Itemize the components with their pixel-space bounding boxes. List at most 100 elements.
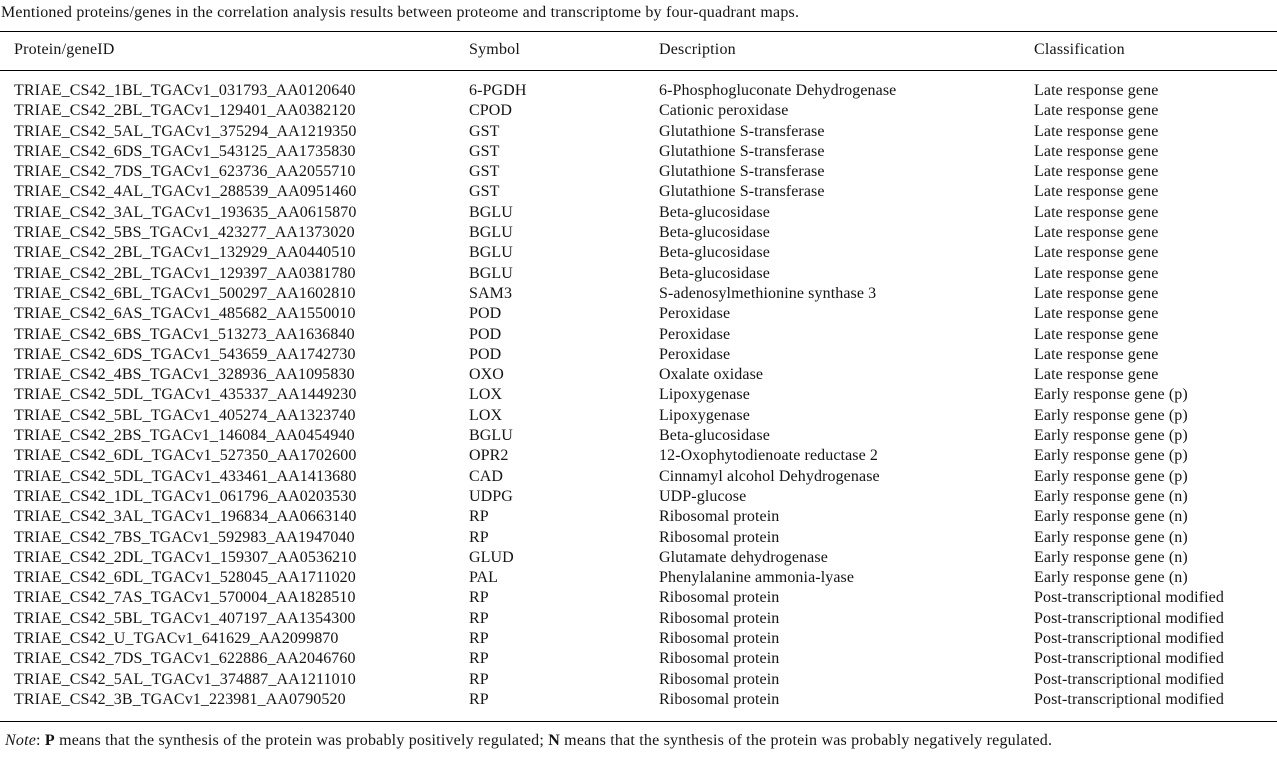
cell-classification: Late response gene xyxy=(1034,325,1159,343)
cell-description: Ribosomal protein xyxy=(659,589,780,607)
cell-id: TRIAE_CS42_4BS_TGACv1_328936_AA1095830 xyxy=(14,366,355,384)
cell-symbol: GST xyxy=(469,183,500,201)
table-note: Note: P means that the synthesis of the … xyxy=(0,731,1277,751)
cell-classification: Late response gene xyxy=(1034,366,1159,384)
cell-classification: Early response gene (n) xyxy=(1034,569,1188,587)
cell-classification: Late response gene xyxy=(1034,142,1159,160)
cell-description: Glutathione S-transferase xyxy=(659,122,825,140)
table-row: TRIAE_CS42_2BS_TGACv1_146084_AA0454940 BG… xyxy=(0,426,1277,446)
cell-description: Glutathione S-transferase xyxy=(659,142,825,160)
cell-classification: Late response gene xyxy=(1034,244,1159,262)
table-row: TRIAE_CS42_4BS_TGACv1_328936_AA1095830 OX… xyxy=(0,365,1277,385)
table-row: TRIAE_CS42_6DS_TGACv1_543125_AA1735830 GS… xyxy=(0,142,1277,162)
cell-symbol: LOX xyxy=(469,406,503,424)
table-row: TRIAE_CS42_7DS_TGACv1_623736_AA2055710 GS… xyxy=(0,162,1277,182)
cell-id: TRIAE_CS42_5DL_TGACv1_435337_AA1449230 xyxy=(14,386,357,404)
table-row: TRIAE_CS42_6DL_TGACv1_527350_AA1702600 OP… xyxy=(0,446,1277,466)
cell-description: Ribosomal protein xyxy=(659,609,780,627)
note-n-marker: N xyxy=(548,732,560,750)
cell-classification: Early response gene (n) xyxy=(1034,487,1188,505)
table-row: TRIAE_CS42_7DS_TGACv1_622886_AA2046760 RP… xyxy=(0,649,1277,669)
cell-classification: Early response gene (n) xyxy=(1034,508,1188,526)
table-row: TRIAE_CS42_5BL_TGACv1_407197_AA1354300 RP… xyxy=(0,609,1277,629)
table-row: TRIAE_CS42_7AS_TGACv1_570004_AA1828510 RP… xyxy=(0,588,1277,608)
cell-symbol: RP xyxy=(469,528,489,546)
note-colon: : xyxy=(36,732,45,750)
cell-symbol: RP xyxy=(469,670,489,688)
cell-description: Glutathione S-transferase xyxy=(659,183,825,201)
cell-classification: Early response gene (p) xyxy=(1034,406,1188,424)
column-header-protein-geneid: Protein/geneID xyxy=(0,31,469,71)
cell-id: TRIAE_CS42_3AL_TGACv1_196834_AA0663140 xyxy=(14,508,357,526)
note-p-marker: P xyxy=(44,732,55,750)
cell-id: TRIAE_CS42_5AL_TGACv1_374887_AA1211010 xyxy=(14,670,356,688)
cell-description: Ribosomal protein xyxy=(659,690,780,708)
table-row: TRIAE_CS42_2BL_TGACv1_129397_AA0381780 BG… xyxy=(0,264,1277,284)
note-n-text: means that the synthesis of the protein … xyxy=(559,732,1053,750)
cell-classification: Late response gene xyxy=(1034,203,1159,221)
cell-symbol: BGLU xyxy=(469,244,513,262)
column-header-classification: Classification xyxy=(1034,31,1277,71)
cell-id: TRIAE_CS42_6BL_TGACv1_500297_AA1602810 xyxy=(14,284,356,302)
cell-symbol: GLUD xyxy=(469,548,514,566)
cell-classification: Early response gene (n) xyxy=(1034,528,1188,546)
cell-classification: Post-transcriptional modified xyxy=(1034,589,1224,607)
cell-description: Ribosomal protein xyxy=(659,630,780,648)
cell-classification: Early response gene (p) xyxy=(1034,427,1188,445)
cell-classification: Late response gene xyxy=(1034,183,1159,201)
cell-symbol: PAL xyxy=(469,569,499,587)
table-row: TRIAE_CS42_6DL_TGACv1_528045_AA1711020 PA… xyxy=(0,568,1277,588)
table-caption: Mentioned proteins/genes in the correlat… xyxy=(1,4,800,21)
table-row: TRIAE_CS42_4AL_TGACv1_288539_AA0951460 GS… xyxy=(0,182,1277,202)
cell-symbol: UDPG xyxy=(469,487,513,505)
table-row: TRIAE_CS42_6BS_TGACv1_513273_AA1636840 PO… xyxy=(0,325,1277,345)
cell-classification: Late response gene xyxy=(1034,284,1159,302)
table-header: Protein/geneID Symbol Description Classi… xyxy=(0,31,1277,71)
table-row: TRIAE_CS42_5DL_TGACv1_433461_AA1413680 CA… xyxy=(0,467,1277,487)
cell-id: TRIAE_CS42_5BS_TGACv1_423277_AA1373020 xyxy=(14,224,355,242)
table-row: TRIAE_CS42_1BL_TGACv1_031793_AA0120640 6-… xyxy=(0,71,1277,102)
cell-classification: Early response gene (n) xyxy=(1034,548,1188,566)
cell-id: TRIAE_CS42_1DL_TGACv1_061796_AA0203530 xyxy=(14,487,357,505)
cell-id: TRIAE_CS42_5BL_TGACv1_405274_AA1323740 xyxy=(14,406,356,424)
cell-symbol: GST xyxy=(469,142,500,160)
cell-description: Ribosomal protein xyxy=(659,528,780,546)
column-header-description: Description xyxy=(659,31,1034,71)
cell-description: Beta-glucosidase xyxy=(659,264,770,282)
cell-id: TRIAE_CS42_2BL_TGACv1_132929_AA0440510 xyxy=(14,244,356,262)
cell-id: TRIAE_CS42_6DL_TGACv1_528045_AA1711020 xyxy=(14,569,356,587)
cell-symbol: CAD xyxy=(469,467,504,485)
cell-description: Glutathione S-transferase xyxy=(659,163,825,181)
cell-description: Oxalate oxidase xyxy=(659,366,764,384)
cell-classification: Late response gene xyxy=(1034,102,1159,120)
cell-symbol: POD xyxy=(469,305,502,323)
cell-description: 6-Phosphogluconate Dehydrogenase xyxy=(659,82,897,99)
cell-classification: Late response gene xyxy=(1034,122,1159,140)
cell-description: S-adenosylmethionine synthase 3 xyxy=(659,284,877,302)
cell-classification: Late response gene xyxy=(1034,305,1159,323)
table-row: TRIAE_CS42_5BL_TGACv1_405274_AA1323740 LO… xyxy=(0,406,1277,426)
cell-id: TRIAE_CS42_3AL_TGACv1_193635_AA0615870 xyxy=(14,203,357,221)
note-p-text: means that the synthesis of the protein … xyxy=(54,732,549,750)
cell-id: TRIAE_CS42_7AS_TGACv1_570004_AA1828510 xyxy=(14,589,356,607)
column-header-symbol: Symbol xyxy=(469,31,659,71)
cell-classification: Early response gene (p) xyxy=(1034,386,1188,404)
note-label: Note xyxy=(5,732,37,750)
cell-description: Beta-glucosidase xyxy=(659,244,770,262)
table-row: TRIAE_CS42_2BL_TGACv1_129401_AA0382120 CP… xyxy=(0,101,1277,121)
cell-description: Lipoxygenase xyxy=(659,386,750,404)
cell-id: TRIAE_CS42_5BL_TGACv1_407197_AA1354300 xyxy=(14,609,356,627)
table-row: TRIAE_CS42_3AL_TGACv1_196834_AA0663140 RP… xyxy=(0,507,1277,527)
cell-symbol: BGLU xyxy=(469,427,513,445)
table-row: TRIAE_CS42_2DL_TGACv1_159307_AA0536210 GL… xyxy=(0,548,1277,568)
cell-classification: Post-transcriptional modified xyxy=(1034,630,1224,648)
cell-symbol: POD xyxy=(469,345,502,363)
cell-description: Ribosomal protein xyxy=(659,508,780,526)
cell-symbol: OXO xyxy=(469,366,504,384)
cell-description: Peroxidase xyxy=(659,345,731,363)
table-row: TRIAE_CS42_U_TGACv1_641629_AA2099870 RP Ri… xyxy=(0,629,1277,649)
cell-classification: Post-transcriptional modified xyxy=(1034,690,1224,708)
cell-symbol: OPR2 xyxy=(469,447,509,465)
cell-id: TRIAE_CS42_6AS_TGACv1_485682_AA1550010 xyxy=(14,305,356,323)
